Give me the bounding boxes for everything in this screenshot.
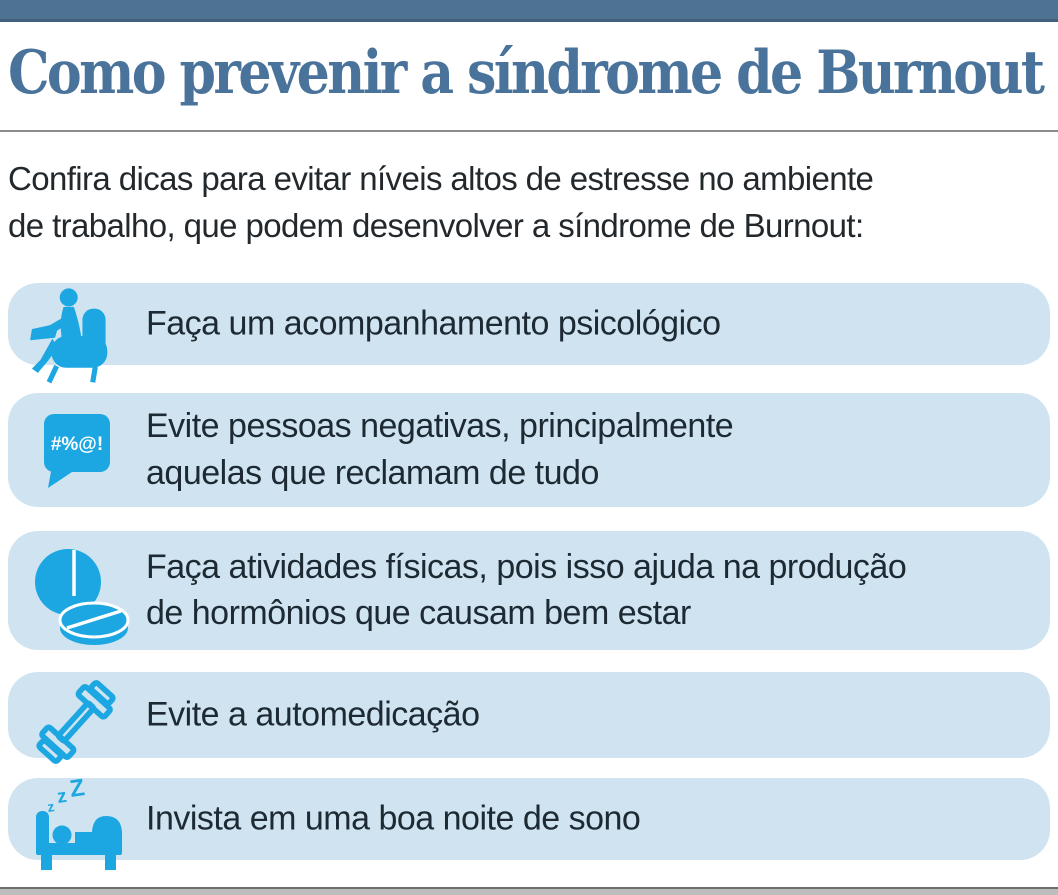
dumbbell-icon xyxy=(36,680,116,764)
title-divider xyxy=(0,130,1058,132)
tip-row-avoid-negative-people: #%@! Evite pessoas negativas, principalm… xyxy=(8,393,1050,507)
top-accent-bar xyxy=(0,0,1058,22)
page-title: Como prevenir a síndrome de Burnout xyxy=(8,38,1045,108)
zzz-medium: z xyxy=(56,786,68,808)
tip-row-physical-activity: Faça atividades físicas, pois isso ajuda… xyxy=(8,531,1050,650)
tip-row-psychological-support: Faça um acompanhamento psicológico xyxy=(8,283,1050,384)
tip-row-good-night-sleep: z z Z Invista em uma boa noite de sono xyxy=(8,774,1050,870)
bottom-divider-bar xyxy=(0,887,1058,895)
tip-text: Faça um acompanhamento psicológico xyxy=(146,304,721,343)
tip-text: Evite a automedicação xyxy=(146,695,480,734)
tip-row-avoid-self-medication: Evite a automedicação xyxy=(8,672,1050,764)
psychologist-session-icon xyxy=(30,288,108,384)
tip-text: Faça atividades físicas, pois isso ajuda… xyxy=(146,547,907,633)
pills-icon xyxy=(35,549,130,645)
zzz-large: Z xyxy=(68,774,86,803)
negative-speech-bubble-icon: #%@! xyxy=(44,414,110,488)
intro-text: Confira dicas para evitar níveis altos d… xyxy=(8,160,874,244)
tip-text: Invista em uma boa noite de sono xyxy=(146,799,641,838)
bubble-swear-text: #%@! xyxy=(51,434,103,455)
sleeping-bed-icon: z z Z xyxy=(36,774,122,870)
tip-text: Evite pessoas negativas, principalmente … xyxy=(146,407,734,492)
zzz-small: z xyxy=(46,798,55,815)
